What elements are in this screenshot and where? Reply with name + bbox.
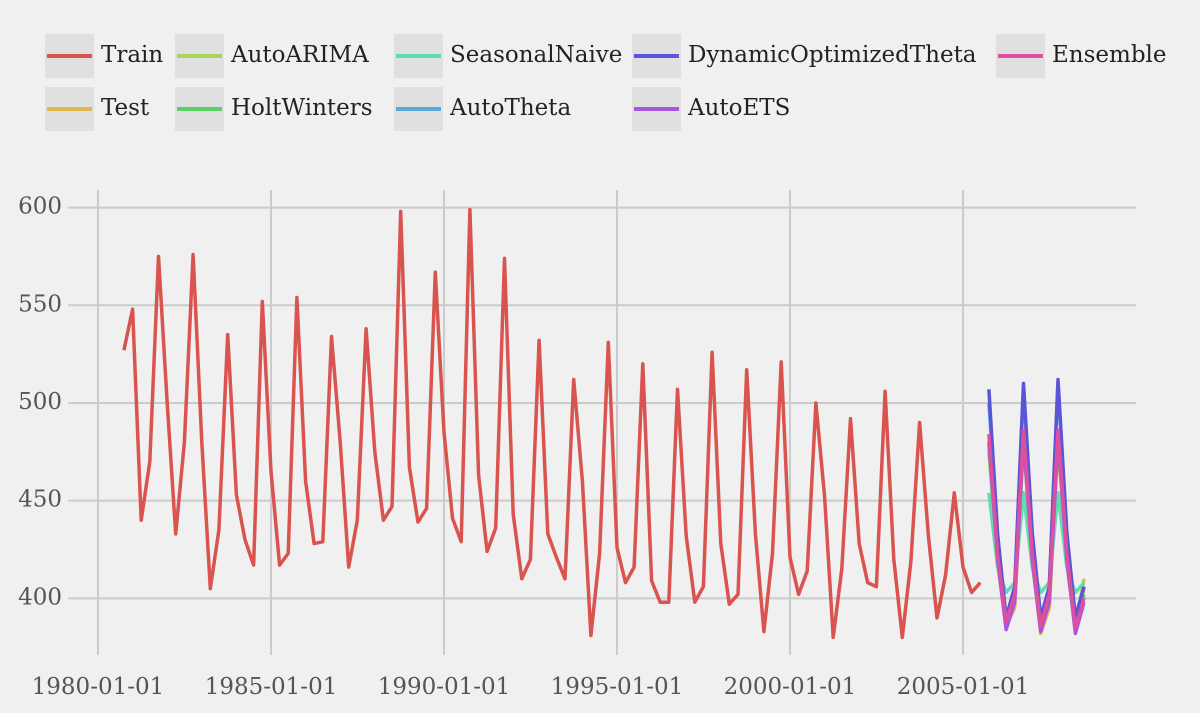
x-tick-label: 2000-01-01	[724, 674, 857, 700]
y-tick-label: 450	[18, 487, 62, 513]
legend-label: HoltWinters	[231, 95, 373, 121]
y-tick-label: 600	[18, 194, 62, 220]
x-tick-label: 1985-01-01	[205, 674, 338, 700]
legend-label: AutoETS	[687, 95, 790, 121]
legend-label: Train	[101, 42, 163, 68]
y-tick-label: 550	[18, 291, 62, 317]
y-tick-label: 500	[18, 389, 62, 415]
x-tick-label: 2005-01-01	[897, 674, 1030, 700]
legend-label: DynamicOptimizedTheta	[688, 42, 977, 68]
legend-label: Test	[101, 95, 150, 121]
x-tick-label: 1980-01-01	[32, 674, 165, 700]
legend-label: AutoTheta	[449, 95, 572, 121]
y-tick-label: 400	[18, 584, 62, 610]
legend: Train Test AutoARIMA HoltWinters SeasonalNai…	[45, 34, 1167, 131]
x-tick-label: 1995-01-01	[551, 674, 684, 700]
legend-label: Ensemble	[1052, 42, 1167, 68]
x-tick-label: 1990-01-01	[378, 674, 511, 700]
legend-label: AutoARIMA	[230, 42, 369, 68]
series-line	[987, 428, 1086, 630]
legend-label: SeasonalNaive	[450, 42, 622, 68]
series-line	[122, 207, 982, 640]
